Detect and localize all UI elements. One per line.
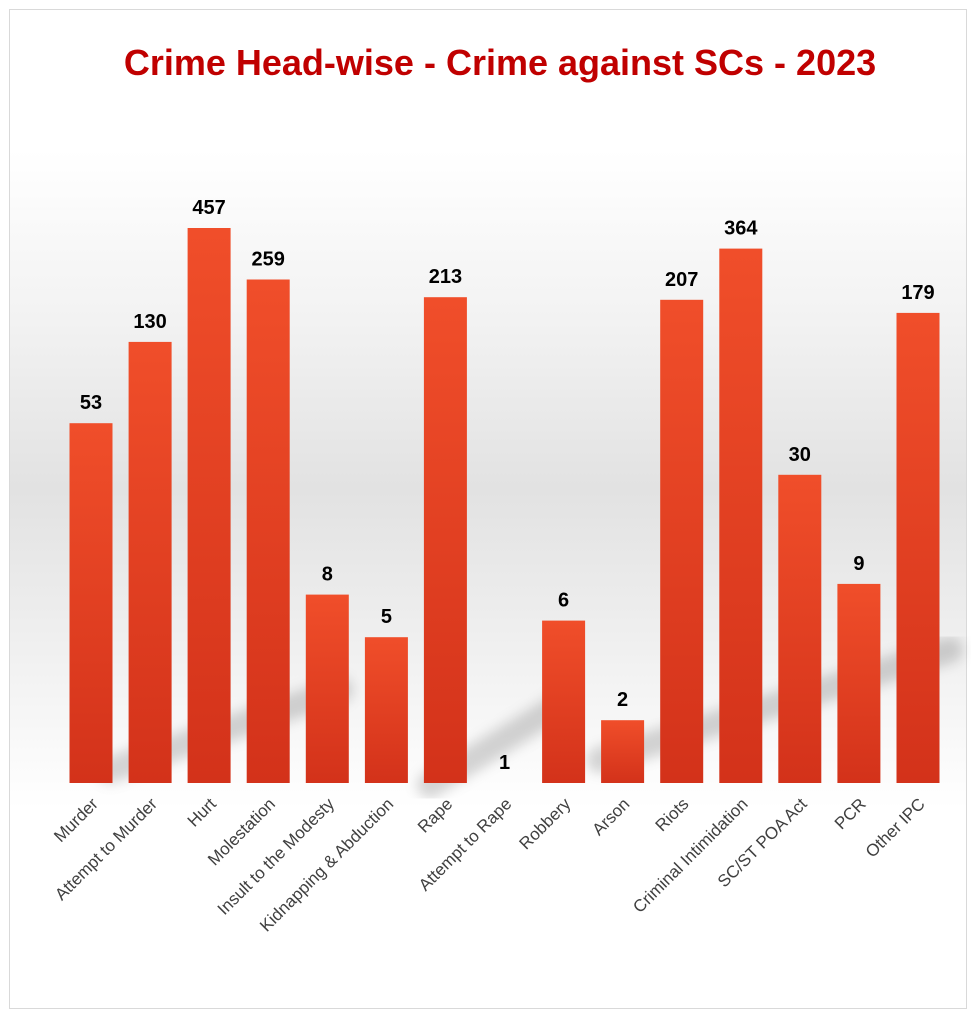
x-tick-label: Arson <box>589 794 634 839</box>
bar-murder <box>70 423 113 783</box>
data-label: 30 <box>789 444 811 466</box>
bars-group <box>70 228 940 783</box>
bar-robbery <box>542 621 585 783</box>
x-tick-label: Riots <box>652 794 693 835</box>
x-tick-label: Hurt <box>184 794 220 830</box>
data-label: 1 <box>499 752 510 774</box>
data-label: 364 <box>724 218 758 240</box>
bar-insult-to-the-modesty <box>306 595 349 783</box>
data-label: 259 <box>252 249 285 271</box>
bar-molestation <box>247 280 290 784</box>
x-tick-label: Criminal Intimidation <box>629 794 751 916</box>
data-label: 207 <box>665 269 698 291</box>
x-tick-label: PCR <box>831 794 870 833</box>
bar-other-ipc <box>897 313 940 783</box>
bar-kidnapping-abduction <box>365 637 408 783</box>
data-label: 6 <box>558 590 569 612</box>
bar-hurt <box>188 228 231 783</box>
data-label: 8 <box>322 564 333 586</box>
x-tick-label: Insult to the Modesty <box>214 794 339 919</box>
data-label: 9 <box>853 553 864 575</box>
bar-sc-st-poa-act <box>778 475 821 783</box>
data-label: 5 <box>381 606 392 628</box>
x-tick-label: Murder <box>50 794 102 846</box>
bar-pcr <box>837 584 880 783</box>
bar-arson <box>601 720 644 783</box>
data-label: 53 <box>80 392 102 414</box>
bar-criminal-intimidation <box>719 249 762 783</box>
x-tick-label: Attempt to Murder <box>51 794 161 904</box>
bar-attempt-to-murder <box>129 342 172 783</box>
data-label: 2 <box>617 689 628 711</box>
x-tick-label: Rape <box>414 794 456 836</box>
bar-riots <box>660 300 703 783</box>
x-tick-label: Other IPC <box>862 794 929 861</box>
data-label: 130 <box>133 311 166 333</box>
data-label: 179 <box>901 282 934 304</box>
x-tick-label: Robbery <box>516 794 575 853</box>
reflection-shadow <box>110 650 950 785</box>
data-label: 457 <box>192 197 225 219</box>
bar-rape <box>424 297 467 783</box>
data-label: 213 <box>429 266 462 288</box>
